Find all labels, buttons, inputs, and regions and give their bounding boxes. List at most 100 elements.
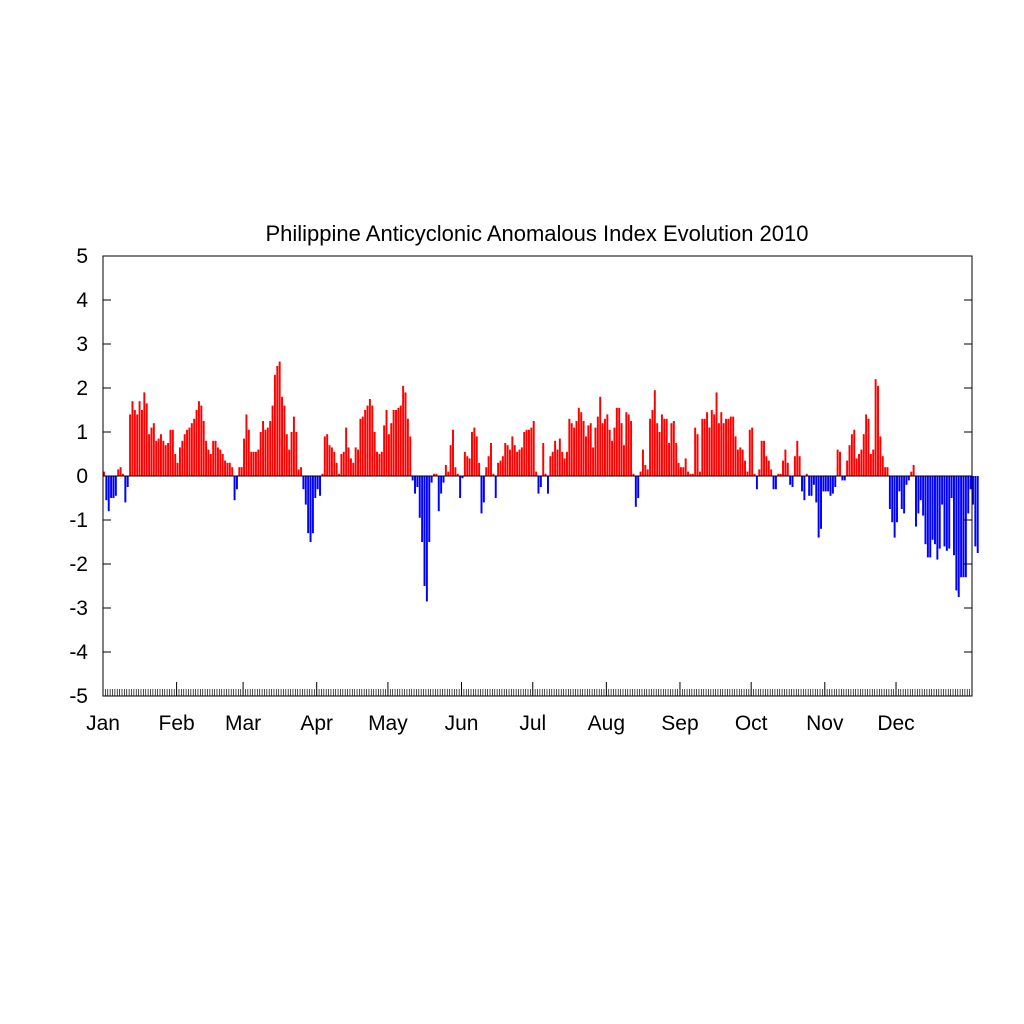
bar xyxy=(528,429,530,476)
bar xyxy=(962,476,965,578)
bar xyxy=(297,469,300,476)
bar xyxy=(129,414,132,476)
bar xyxy=(808,476,811,496)
bar xyxy=(554,440,557,476)
bar xyxy=(442,476,445,483)
x-axis: Jan Feb Mar Apr May Jun Jul Aug Sep Oct Nov Dec xyxy=(86,682,915,735)
bar xyxy=(447,471,450,476)
bar xyxy=(653,390,656,476)
bar xyxy=(713,414,716,476)
bar xyxy=(459,476,462,498)
bar xyxy=(625,412,628,476)
bar xyxy=(269,421,272,476)
bar xyxy=(867,418,870,476)
bar xyxy=(414,476,416,494)
bar xyxy=(487,456,490,476)
bar xyxy=(575,421,578,476)
bar xyxy=(235,476,238,490)
bar xyxy=(668,443,671,476)
bar xyxy=(430,476,433,483)
bar xyxy=(599,396,602,476)
bar xyxy=(644,465,647,476)
bar xyxy=(368,399,371,476)
bar xyxy=(416,476,419,487)
bar xyxy=(238,467,241,476)
bar xyxy=(596,416,599,476)
bar xyxy=(855,458,858,476)
bar xyxy=(385,410,388,476)
bar xyxy=(259,432,262,476)
bar xyxy=(568,418,571,476)
bar xyxy=(228,462,231,476)
bar xyxy=(103,471,105,476)
bar xyxy=(397,407,400,476)
bar xyxy=(316,476,319,490)
chart-title: Philippine Anticyclonic Anomalous Index … xyxy=(265,221,808,246)
bar xyxy=(207,449,210,476)
y-tick-label: -1 xyxy=(69,509,88,532)
bar xyxy=(195,410,198,476)
bar xyxy=(584,436,587,476)
bar xyxy=(561,451,564,476)
bar xyxy=(117,469,120,476)
bar xyxy=(729,416,732,476)
bar xyxy=(338,473,341,476)
bar xyxy=(789,476,792,485)
bar xyxy=(682,467,685,476)
bar xyxy=(513,445,516,476)
bar xyxy=(786,462,789,476)
bar xyxy=(601,423,604,476)
bar xyxy=(333,451,336,476)
bar xyxy=(124,476,127,503)
bar xyxy=(613,427,616,476)
bar xyxy=(330,447,333,476)
y-axis: 5 4 3 2 1 0 -1 -2 -3 -4 -5 xyxy=(69,245,972,708)
bar xyxy=(423,476,426,586)
bar xyxy=(831,476,834,494)
bar xyxy=(532,421,535,476)
bar xyxy=(658,432,661,476)
bar xyxy=(627,414,630,476)
bar xyxy=(710,410,713,476)
bar xyxy=(784,449,787,476)
bar xyxy=(209,454,212,476)
bar xyxy=(672,421,675,476)
bar xyxy=(433,473,435,476)
month-label: Sep xyxy=(661,712,698,735)
bar xyxy=(492,473,495,476)
bar xyxy=(461,476,464,479)
bar xyxy=(361,416,364,476)
bar xyxy=(254,451,257,476)
bar xyxy=(910,471,913,476)
bar xyxy=(295,432,298,476)
bar xyxy=(919,476,922,501)
bar xyxy=(140,410,143,476)
bar xyxy=(791,476,794,487)
bar xyxy=(257,449,260,476)
bar xyxy=(862,434,865,476)
bar xyxy=(879,436,882,476)
bar xyxy=(539,476,542,487)
bar xyxy=(480,476,483,514)
bar xyxy=(926,476,929,558)
bar xyxy=(380,451,383,476)
bar xyxy=(233,476,236,501)
bar xyxy=(454,467,457,476)
y-tick-label: -3 xyxy=(69,597,88,620)
bar xyxy=(893,476,896,538)
bar xyxy=(107,476,110,512)
bar xyxy=(421,476,424,542)
bar xyxy=(276,366,279,476)
bar xyxy=(727,418,730,476)
bar xyxy=(245,414,248,476)
month-label: Jan xyxy=(86,712,120,735)
bar xyxy=(839,451,841,476)
bar xyxy=(466,456,469,476)
bar xyxy=(418,476,421,518)
bar xyxy=(188,427,191,476)
bar xyxy=(976,476,979,553)
bar xyxy=(243,438,246,476)
y-tick-label: 5 xyxy=(76,245,88,268)
bar xyxy=(969,476,972,490)
bar xyxy=(162,440,165,476)
